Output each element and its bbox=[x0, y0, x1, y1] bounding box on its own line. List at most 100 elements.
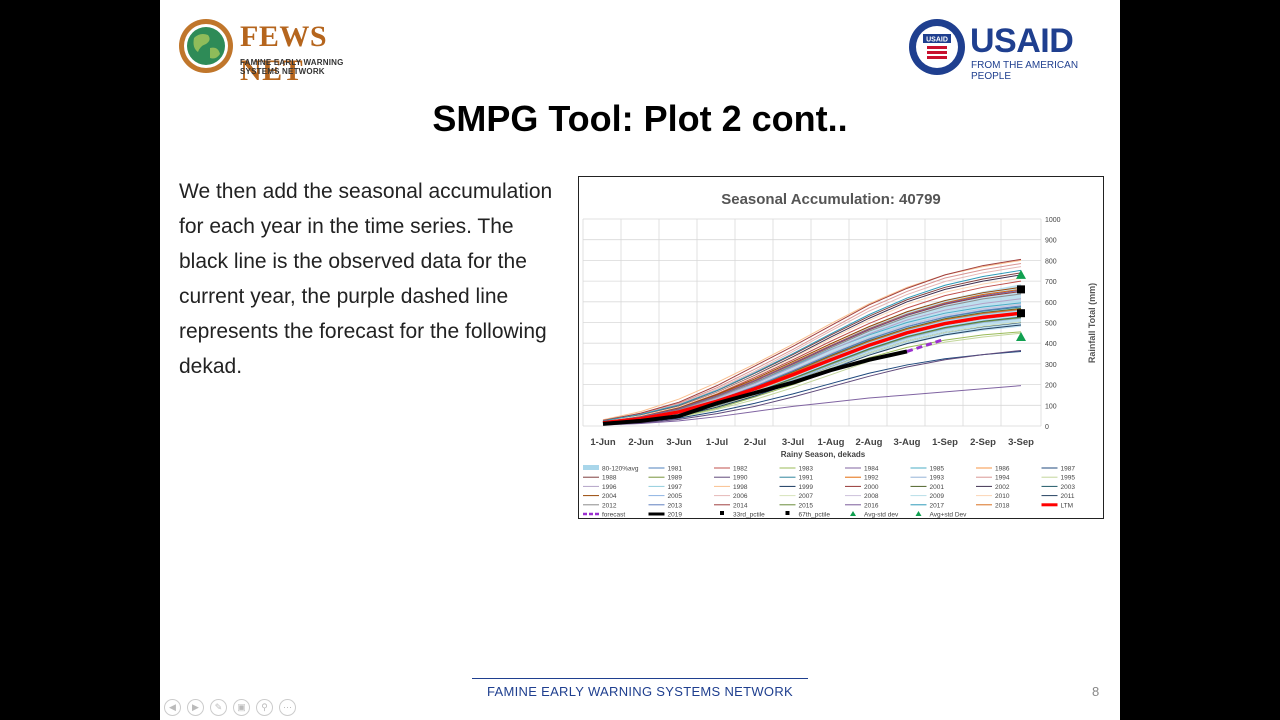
pen-icon[interactable]: ✎ bbox=[210, 699, 227, 716]
series-line-2014 bbox=[602, 258, 1022, 421]
legend-label: 2002 bbox=[995, 484, 1010, 491]
y-tick-label: 1000 bbox=[1045, 217, 1061, 224]
legend-label: forecast bbox=[602, 512, 625, 519]
legend-label: 1993 bbox=[930, 475, 945, 482]
fews-net-logo: FEWS NET FAMINE EARLY WARNING SYSTEMS NE… bbox=[178, 18, 378, 87]
legend-label: 1998 bbox=[733, 484, 748, 491]
series-line-2017 bbox=[602, 269, 1022, 422]
current-layer bbox=[602, 337, 946, 426]
legend-label: 80-120%avg bbox=[602, 466, 639, 473]
more-icon[interactable]: ⋯ bbox=[279, 699, 296, 716]
legend-swatch bbox=[583, 465, 599, 470]
legend-label: Avg+std Dev bbox=[930, 512, 968, 519]
series-line-1990 bbox=[602, 349, 1022, 426]
legend-label: 1989 bbox=[668, 475, 683, 482]
x-tick-label: 1-Jun bbox=[590, 437, 616, 448]
x-tick-label: 3-Jun bbox=[666, 437, 692, 448]
legend-label: 1992 bbox=[864, 475, 879, 482]
marker-Avg+std Dev bbox=[1016, 269, 1026, 279]
globe-icon bbox=[179, 19, 233, 73]
x-tick-label: 3-Jul bbox=[782, 437, 804, 448]
slides-icon[interactable]: ▣ bbox=[233, 699, 250, 716]
usaid-seal-label: USAID bbox=[926, 37, 948, 44]
legend-label: 33rd_pctile bbox=[733, 512, 765, 519]
usaid-logo-text: USAID bbox=[970, 22, 1074, 61]
legend-label: 1994 bbox=[995, 475, 1010, 482]
y-tick-label: 500 bbox=[1045, 321, 1057, 328]
zoom-icon[interactable]: ⚲ bbox=[256, 699, 273, 716]
legend-label: 2011 bbox=[1061, 493, 1075, 500]
legend-label: 2005 bbox=[668, 493, 683, 500]
legend-label: 2017 bbox=[930, 502, 945, 509]
legend-label: 1985 bbox=[930, 466, 945, 473]
marker-67th_pctile bbox=[1017, 285, 1025, 294]
series-line-2012 bbox=[602, 293, 1022, 423]
legend-label: 2010 bbox=[995, 493, 1010, 500]
y-tick-label: 0 bbox=[1045, 424, 1049, 431]
next-icon[interactable]: ▶ bbox=[187, 699, 204, 716]
y-tick-label: 100 bbox=[1045, 403, 1057, 410]
y-tick-label: 600 bbox=[1045, 300, 1057, 307]
y-tick-label: 400 bbox=[1045, 341, 1057, 348]
legend-label: 2018 bbox=[995, 502, 1010, 509]
ltm-layer bbox=[602, 311, 1022, 425]
y-tick-label: 200 bbox=[1045, 383, 1057, 390]
legend-swatch bbox=[785, 511, 790, 515]
legend-label: 2015 bbox=[799, 502, 814, 509]
legend-label: 1983 bbox=[799, 466, 814, 473]
legend-label: Avg-std dev bbox=[864, 512, 899, 519]
x-tick-label: 2-Sep bbox=[970, 437, 996, 448]
legend-label: 2016 bbox=[864, 502, 879, 509]
usaid-logo-text-value: USAID bbox=[970, 22, 1074, 60]
legend-label: 2013 bbox=[668, 502, 683, 509]
page-number: 8 bbox=[1092, 684, 1100, 699]
legend-label: 1999 bbox=[799, 484, 814, 491]
legend-label: 1997 bbox=[668, 484, 683, 491]
legend-label: 2014 bbox=[733, 502, 748, 509]
legend-label: 1996 bbox=[602, 484, 617, 491]
legend-label: 2004 bbox=[602, 493, 617, 500]
legend-label: 2006 bbox=[733, 493, 748, 500]
legend-label: 67th_pctile bbox=[799, 512, 831, 519]
marker-Avg-std dev bbox=[1016, 331, 1026, 341]
fews-logo-text: FEWS NET bbox=[240, 20, 328, 87]
legend-swatch bbox=[720, 511, 724, 515]
x-tick-label: 3-Aug bbox=[894, 437, 921, 448]
series-line-1994 bbox=[602, 263, 1022, 421]
legend-label: 1984 bbox=[864, 466, 879, 473]
legend-label: 2009 bbox=[930, 493, 945, 500]
prev-icon[interactable]: ◀ bbox=[164, 699, 181, 716]
marker-33rd_pctile bbox=[1017, 309, 1025, 318]
y-tick-label: 700 bbox=[1045, 279, 1057, 286]
legend-label: 2019 bbox=[668, 512, 683, 519]
chart-ylabel: Rainfall Total (mm) bbox=[1087, 283, 1097, 363]
chart-frame: 0 100 200 300 400 500 600 700 800 900 1000 1-Jun 2-J… bbox=[578, 176, 1104, 519]
series-line-2006 bbox=[602, 266, 1022, 422]
series-line-2010 bbox=[602, 277, 1022, 422]
chart-xlabel: Rainy Season, dekads bbox=[781, 450, 866, 459]
avg-band bbox=[603, 284, 1021, 424]
series-line-1984 bbox=[602, 385, 1022, 426]
legend-label: 1988 bbox=[602, 475, 617, 482]
legend-label: 2003 bbox=[1061, 484, 1076, 491]
x-tick-label: 2-Jul bbox=[744, 437, 766, 448]
y-tick-label: 900 bbox=[1045, 238, 1057, 245]
legend-swatch bbox=[915, 511, 922, 516]
legend-label: 1986 bbox=[995, 466, 1010, 473]
legend-label: 2000 bbox=[864, 484, 879, 491]
legend-label: 2012 bbox=[602, 502, 617, 509]
legend-label: 2007 bbox=[799, 493, 814, 500]
legend-label: 1982 bbox=[733, 466, 748, 473]
footer-text: FAMINE EARLY WARNING SYSTEMS NETWORK bbox=[472, 678, 808, 699]
ltm-line bbox=[602, 311, 1022, 425]
slide-title: SMPG Tool: Plot 2 cont.. bbox=[432, 98, 848, 139]
legend-label: 2001 bbox=[930, 484, 945, 491]
legend-label: 2008 bbox=[864, 493, 879, 500]
x-tick-label: 2-Jun bbox=[628, 437, 654, 448]
markers-layer bbox=[1016, 269, 1026, 341]
forecast-line bbox=[906, 337, 946, 353]
x-tick-label: 1-Jul bbox=[706, 437, 728, 448]
x-tick-label: 1-Aug bbox=[818, 437, 845, 448]
chart-title: Seasonal Accumulation: 40799 bbox=[721, 191, 941, 208]
seasonal-accumulation-chart: 0 100 200 300 400 500 600 700 800 900 1000 1-Jun 2-J… bbox=[582, 191, 1097, 519]
